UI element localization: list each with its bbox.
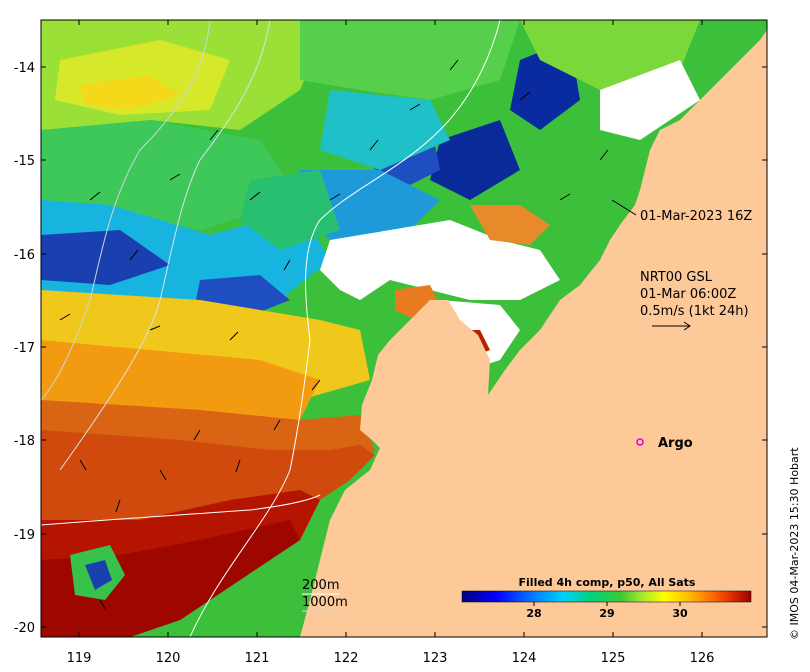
lat-tick-label: -16	[14, 248, 35, 263]
colorbar-gradient	[461, 590, 752, 603]
lon-tick-label: 122	[334, 651, 359, 666]
argo-label: Argo	[658, 436, 693, 451]
colorbar-tick-label: 29	[599, 607, 614, 620]
lat-tick-label: -14	[14, 61, 35, 76]
colorbar-tick-label: 28	[526, 607, 541, 620]
isobath-1000-label: 1000m	[302, 595, 348, 610]
lat-tick-label: -20	[14, 621, 35, 636]
lat-tick-label: -15	[14, 154, 35, 169]
lon-tick-label: 123	[423, 651, 448, 666]
lon-tick-label: 124	[512, 651, 537, 666]
latitude-labels: -14 -15 -16 -17 -18 -19 -20	[14, 61, 35, 636]
isobath-200-label: 200m	[302, 578, 339, 593]
currents-time: 01-Mar 06:00Z	[640, 287, 736, 302]
colorbar: Filled 4h comp, p50, All Sats 28 29 30	[461, 576, 752, 620]
sst-field	[41, 20, 700, 637]
colorbar-title: Filled 4h comp, p50, All Sats	[519, 576, 696, 589]
lat-tick-label: -17	[14, 341, 35, 356]
argo-float-marker	[636, 438, 644, 446]
axis-ticks	[41, 20, 767, 637]
longitude-labels: 119 120 121 122 123 124 125 126	[67, 651, 715, 666]
pass-time-leader	[611, 199, 637, 216]
lat-tick-label: -19	[14, 528, 35, 543]
lon-tick-label: 126	[690, 651, 715, 666]
currents-title: NRT00 GSL	[640, 270, 713, 285]
isobath-lines	[41, 20, 501, 637]
lon-tick-label: 119	[67, 651, 92, 666]
land-mass	[300, 20, 767, 637]
credit-label: © IMOS 04-Mar-2023 15:30 Hobart	[788, 447, 801, 640]
colorbar-tick-label: 30	[672, 607, 688, 620]
lon-tick-label: 120	[156, 651, 181, 666]
lat-tick-label: -18	[14, 434, 35, 449]
lon-tick-label: 121	[245, 651, 270, 666]
currents-scale-label: 0.5m/s (1kt 24h)	[640, 304, 749, 319]
plot-frame	[40, 19, 768, 638]
pass-time-label: 01-Mar-2023 16Z	[640, 209, 752, 224]
current-scale-arrow	[652, 321, 691, 331]
current-vectors	[59, 59, 609, 611]
lon-tick-label: 125	[601, 651, 626, 666]
